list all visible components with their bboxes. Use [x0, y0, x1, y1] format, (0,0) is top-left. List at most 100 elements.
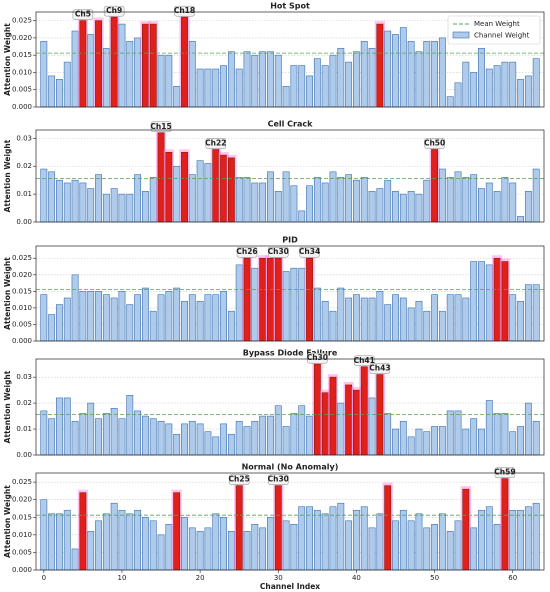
bar — [243, 51, 251, 108]
bar — [485, 400, 493, 456]
bar — [517, 300, 524, 342]
bar — [415, 300, 423, 342]
bar — [212, 294, 220, 342]
bar — [384, 304, 392, 342]
bar — [415, 193, 423, 223]
bar — [399, 27, 407, 108]
y-tick-label: 0.025 — [12, 254, 32, 262]
bar — [227, 51, 235, 108]
bar — [71, 179, 79, 223]
bar — [485, 68, 493, 108]
bar — [329, 506, 337, 571]
bar — [227, 531, 235, 571]
annotation: Ch25 — [229, 475, 250, 484]
bar — [267, 257, 274, 342]
annotation: Ch30 — [268, 247, 289, 256]
bar — [399, 509, 407, 571]
annotation: Ch34 — [299, 247, 320, 256]
bar — [56, 79, 63, 108]
y-tick-label: 0.000 — [12, 337, 32, 345]
bar — [478, 47, 485, 108]
y-tick-label: 0.02 — [16, 162, 32, 170]
bar — [337, 177, 345, 223]
y-tick-label: 0.03 — [16, 373, 32, 381]
bar — [227, 157, 235, 223]
bar — [188, 527, 196, 571]
x-tick-label: 30 — [274, 574, 283, 582]
bar — [259, 415, 267, 456]
y-tick-label: 0.000 — [12, 566, 32, 574]
bar — [173, 433, 181, 456]
bar — [274, 191, 282, 223]
bar — [235, 485, 243, 571]
bar — [368, 297, 376, 342]
bar — [345, 61, 353, 108]
bar — [220, 65, 227, 108]
bar — [501, 61, 509, 108]
bar — [478, 188, 485, 223]
annotation: Ch22 — [205, 139, 226, 148]
bar — [181, 16, 188, 108]
y-tick-label: 0.00 — [16, 451, 32, 459]
bar — [321, 392, 329, 456]
bar — [431, 294, 439, 342]
bar — [524, 75, 532, 108]
bar — [384, 30, 392, 108]
bar — [298, 267, 306, 342]
bar — [446, 177, 454, 223]
bar — [141, 516, 149, 571]
bar — [95, 291, 102, 342]
bar — [181, 423, 188, 456]
bar — [353, 389, 360, 456]
bar — [267, 51, 274, 108]
bar — [157, 54, 165, 108]
bar — [493, 65, 501, 108]
bar — [235, 420, 243, 456]
bar — [141, 415, 149, 456]
bar — [126, 41, 134, 108]
bar — [56, 397, 63, 456]
bar — [384, 485, 392, 571]
bar — [438, 168, 446, 223]
bar — [251, 524, 259, 571]
bar — [157, 294, 165, 342]
bar — [79, 182, 87, 223]
bar — [251, 54, 259, 108]
bar — [282, 271, 290, 342]
bar — [118, 291, 126, 342]
bar — [173, 287, 181, 342]
bar — [56, 304, 63, 342]
bar — [196, 68, 204, 108]
bar — [149, 418, 157, 456]
bar — [188, 420, 196, 456]
bar — [157, 534, 165, 571]
bar — [48, 418, 56, 456]
bar — [345, 520, 353, 571]
bar — [118, 418, 126, 456]
bar — [134, 37, 142, 108]
bar — [392, 294, 399, 342]
bar — [251, 182, 259, 223]
bar — [188, 294, 196, 342]
y-tick-label: 0.020 — [12, 496, 32, 504]
bar — [431, 426, 439, 456]
bar — [110, 297, 118, 342]
bar — [306, 257, 313, 342]
bar — [329, 310, 337, 342]
bar — [454, 82, 462, 108]
bar — [407, 191, 415, 223]
bar — [524, 506, 532, 571]
bar — [337, 402, 345, 456]
bar — [313, 177, 321, 223]
bar — [95, 174, 102, 223]
x-tick-label: 10 — [118, 574, 127, 582]
bar — [87, 402, 95, 456]
bar — [399, 420, 407, 456]
y-tick-label: 0.005 — [12, 86, 32, 94]
panel-title: Bypass Diode Failure — [243, 349, 338, 358]
bar — [501, 413, 509, 456]
bar — [102, 193, 110, 223]
bar — [95, 418, 102, 456]
bar — [235, 264, 243, 342]
bar — [126, 193, 134, 223]
